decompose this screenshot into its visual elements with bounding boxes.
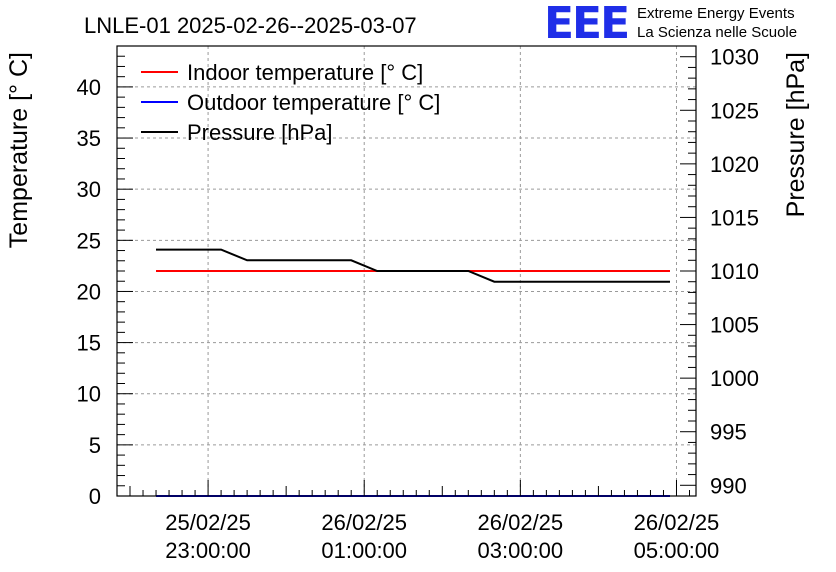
series-lines: [156, 248, 670, 497]
eee-logo-mark: EEE: [544, 0, 630, 49]
y2-tick-label: 995: [710, 420, 747, 445]
y2-axis-title: Pressure [hPa]: [782, 52, 810, 217]
y2-tick-label: 1005: [710, 313, 759, 338]
y-axis-title: Temperature [° C]: [5, 52, 33, 248]
y2-tick-label: 1020: [710, 152, 759, 177]
legend-label: Pressure [hPa]: [187, 120, 333, 145]
y-tick-label: 20: [77, 279, 101, 304]
x-tick-label-date: 25/02/25: [165, 510, 251, 535]
y2-tick-label: 1015: [710, 205, 759, 230]
logo-text-line2: La Scienza nelle Scuole: [637, 24, 798, 41]
y-tick-label: 15: [77, 331, 101, 356]
y2-tick-label: 1025: [710, 98, 759, 123]
legend-label: Outdoor temperature [° C]: [187, 90, 440, 115]
x-tick-label-time: 23:00:00: [165, 538, 251, 563]
x-tick-label-time: 01:00:00: [321, 538, 407, 563]
y-tick-label: 25: [77, 228, 101, 253]
y-tick-label: 10: [77, 382, 101, 407]
grid-lines: [117, 46, 696, 496]
legend: Indoor temperature [° C] Outdoor temperat…: [141, 60, 440, 145]
x-tick-label-time: 05:00:00: [634, 538, 720, 563]
y-tick-label: 40: [77, 75, 101, 100]
series-line: [156, 248, 670, 283]
axis-tick-labels: 0510152025303540990995100010051010101510…: [77, 45, 759, 563]
y-tick-label: 30: [77, 177, 101, 202]
chart-title: LNLE-01 2025-02-26--2025-03-07: [84, 13, 417, 38]
x-tick-label-date: 26/02/25: [321, 510, 407, 535]
y2-tick-label: 1010: [710, 259, 759, 284]
y-tick-label: 35: [77, 126, 101, 151]
y2-tick-label: 990: [710, 473, 747, 498]
x-tick-label-date: 26/02/25: [478, 510, 564, 535]
axis-ticks: [116, 45, 696, 497]
legend-label: Indoor temperature [° C]: [187, 60, 423, 85]
y-tick-label: 5: [89, 433, 101, 458]
y2-tick-label: 1030: [710, 45, 759, 70]
y2-tick-label: 1000: [710, 366, 759, 391]
eee-logo: EEE Extreme Energy Events La Scienza nel…: [544, 2, 834, 46]
y-tick-label: 0: [89, 484, 101, 509]
x-tick-label-time: 03:00:00: [478, 538, 564, 563]
logo-text-line1: Extreme Energy Events: [637, 5, 795, 22]
x-tick-label-date: 26/02/25: [634, 510, 720, 535]
